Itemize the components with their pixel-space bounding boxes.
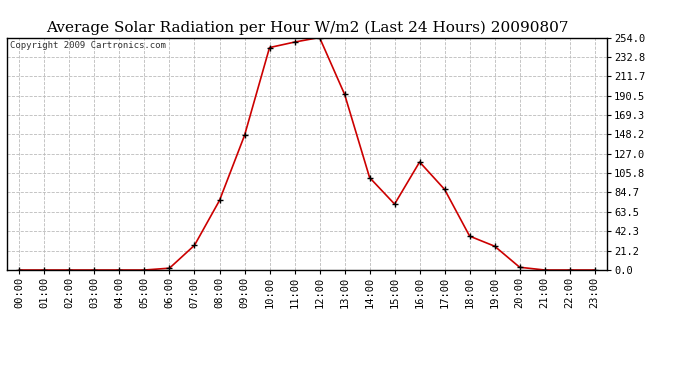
- Text: Copyright 2009 Cartronics.com: Copyright 2009 Cartronics.com: [10, 41, 166, 50]
- Title: Average Solar Radiation per Hour W/m2 (Last 24 Hours) 20090807: Average Solar Radiation per Hour W/m2 (L…: [46, 21, 569, 35]
